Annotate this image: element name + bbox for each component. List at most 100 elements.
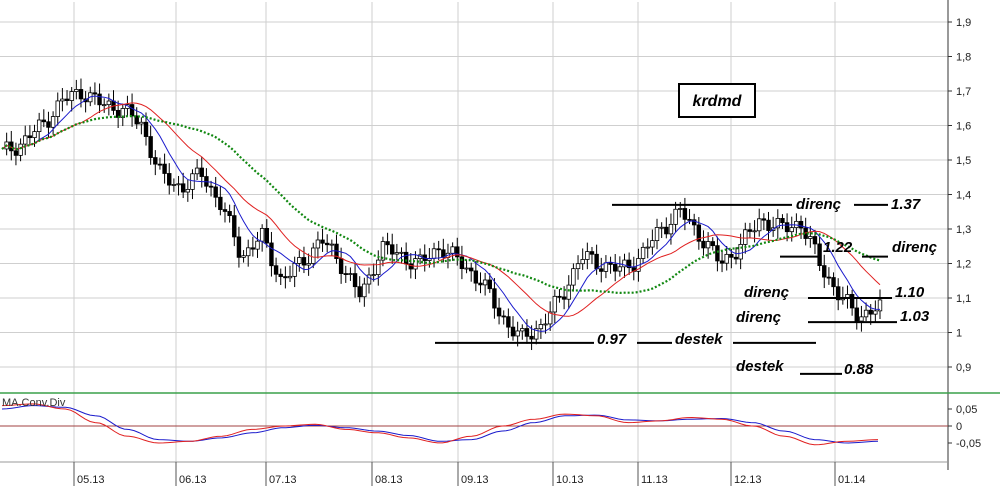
candle-body-127 (589, 251, 595, 255)
candle-body-99 (459, 256, 465, 270)
candle-body-42 (194, 167, 200, 175)
candle-body-89 (413, 258, 418, 270)
candle-body-68 (315, 239, 321, 249)
candle-body-115 (534, 328, 539, 340)
x-tick-label-2: 07.13 (269, 474, 297, 486)
candle-body-162 (752, 230, 757, 233)
macd-y-tick-label-1: 0 (956, 421, 962, 433)
candle-body-4 (18, 143, 23, 156)
candle-body-161 (747, 229, 753, 232)
candle-body-126 (585, 251, 590, 260)
y-tick-label-5: 1,4 (956, 190, 971, 202)
candle-body-82 (380, 241, 386, 261)
candle-body-153 (710, 241, 715, 247)
candle-body-88 (408, 263, 414, 270)
y-tick-label-3: 1,2 (956, 259, 971, 271)
candle-body-22 (102, 104, 107, 107)
x-axis-ticks: 05.13 06.13 07.13 08.13 09.13 10.13 11.13 12.13… (0, 461, 948, 486)
candle-body-31 (143, 121, 149, 137)
candle-body-175 (812, 236, 818, 245)
candle-body-155 (719, 260, 725, 264)
candle-body-38 (176, 183, 181, 186)
y-tick-label-8: 1,7 (956, 86, 971, 98)
candle-body-122 (566, 284, 571, 300)
candle-body-188 (873, 310, 878, 315)
candle-body-116 (538, 324, 544, 330)
candle-body-129 (599, 268, 604, 272)
candle-body-106 (492, 288, 497, 309)
candle-body-11 (50, 116, 56, 128)
candle-body-189 (877, 299, 883, 312)
candle-body-103 (478, 282, 483, 286)
candle-body-77 (357, 286, 362, 298)
y-tick-label-0: 0,9 (956, 362, 971, 374)
candle-body-179 (831, 277, 836, 288)
candle-body-43 (199, 167, 204, 177)
x-tick-label-6: 11.13 (641, 474, 668, 486)
candle-body-165 (766, 219, 771, 231)
candle-body-128 (594, 253, 599, 270)
candle-body-114 (529, 335, 534, 340)
candle-body-53 (246, 247, 251, 257)
candle-body-60 (278, 273, 283, 277)
candle-body-66 (306, 263, 311, 266)
candle-body-12 (55, 100, 60, 117)
candle-body-29 (134, 115, 139, 125)
candle-body-87 (403, 251, 409, 265)
annotation-lines (435, 203, 897, 375)
resistance-value-2: 1.22 (823, 239, 853, 256)
candle-body-58 (269, 242, 274, 267)
candle-body-150 (696, 224, 702, 242)
candle-body-30 (139, 121, 144, 125)
candle-body-40 (185, 188, 191, 193)
candle-body-48 (222, 209, 228, 212)
candle-body-39 (180, 183, 186, 193)
candle-body-80 (371, 274, 376, 277)
ma-line-short (1, 95, 881, 332)
candle-body-130 (603, 262, 609, 272)
x-tick-label-4: 09.13 (461, 474, 489, 486)
x-tick-label-1: 06.13 (179, 474, 207, 486)
candle-body-7 (32, 131, 37, 139)
chart-title: krdmd (693, 93, 743, 110)
candle-body-61 (283, 276, 288, 279)
candle-body-81 (376, 259, 381, 276)
candle-body-141 (654, 227, 660, 242)
y-tick-label-10: 1,9 (956, 17, 971, 29)
candle-body-169 (784, 222, 790, 233)
chart-title-box: krdmd (678, 83, 756, 118)
candle-body-23 (106, 100, 112, 106)
candle-body-142 (659, 226, 664, 229)
candle-body-105 (487, 279, 492, 290)
candle-body-185 (859, 316, 864, 322)
candle-body-124 (575, 263, 581, 270)
resistance-label-1: direnç (796, 196, 842, 213)
y-tick-label-6: 1,5 (956, 155, 971, 167)
candle-body-107 (496, 307, 502, 317)
candle-body-78 (362, 283, 367, 298)
candle-body-50 (232, 215, 237, 238)
candle-body-112 (520, 328, 525, 332)
candle-body-123 (571, 268, 576, 286)
candle-body-85 (394, 252, 400, 255)
candle-body-144 (668, 223, 674, 235)
candle-body-164 (761, 218, 767, 221)
candle-body-47 (218, 196, 223, 210)
candle-body-75 (348, 273, 353, 275)
candle-body-139 (645, 246, 650, 249)
x-tick-label-8: 01.14 (838, 474, 866, 486)
resistance-label-2: direnç (892, 239, 938, 256)
candle-body-109 (506, 316, 511, 328)
resistance-label-4: direnç (736, 309, 782, 326)
candle-body-15 (69, 91, 74, 101)
candle-body-100 (464, 267, 469, 270)
candle-body-55 (255, 240, 260, 250)
candle-body-69 (320, 239, 325, 244)
candle-body-146 (678, 208, 683, 210)
candle-body-41 (190, 173, 195, 190)
candle-body-131 (608, 262, 613, 265)
macd-panel: 0,05 0 -0,05 (0, 392, 1000, 450)
candle-body-28 (129, 104, 135, 117)
